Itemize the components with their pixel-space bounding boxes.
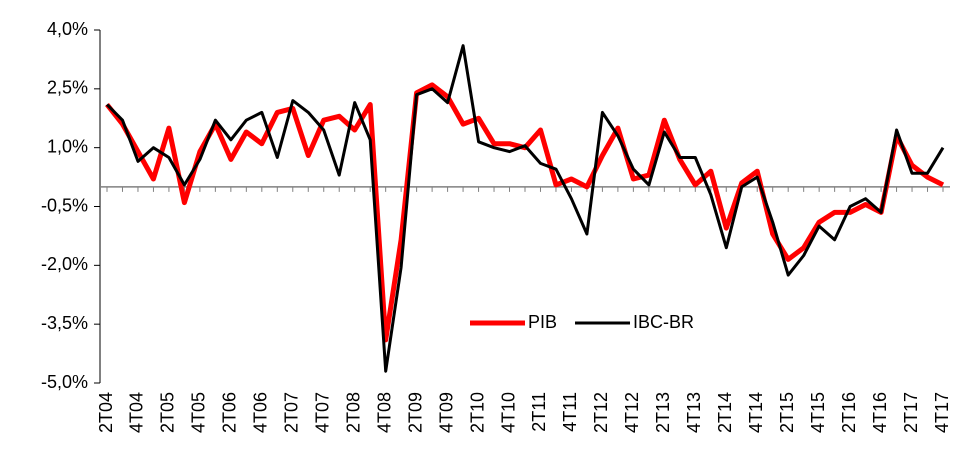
y-tick-label: -5,0% (41, 372, 88, 392)
series-line (105, 82, 945, 343)
x-tick-label: 4T10 (498, 392, 518, 433)
y-tick-label: 2,5% (47, 78, 88, 98)
x-tick-label: 4T15 (808, 392, 828, 433)
x-tick-label: 4T07 (312, 392, 332, 433)
legend-label: IBC-BR (633, 312, 694, 332)
x-tick-label: 2T05 (158, 392, 178, 433)
x-tick-label: 4T13 (684, 392, 704, 433)
x-tick-label: 2T17 (901, 392, 921, 433)
x-tick-label: 4T06 (251, 392, 271, 433)
y-tick-label: -2,0% (41, 254, 88, 274)
x-tick-label: 4T09 (436, 392, 456, 433)
legend-label: PIB (528, 312, 557, 332)
x-tick-label: 4T05 (189, 392, 209, 433)
x-tick-label: 4T11 (560, 392, 580, 432)
x-tick-label: 2T12 (591, 392, 611, 433)
x-tick-label: 2T09 (405, 392, 425, 433)
y-tick-label: -3,5% (41, 313, 88, 333)
x-tick-label: 4T16 (870, 392, 890, 433)
y-tick-label: 4,0% (47, 19, 88, 39)
y-tick-label: 1,0% (47, 136, 88, 156)
x-tick-label: 2T10 (467, 392, 487, 433)
x-tick-label: 4T14 (746, 392, 766, 433)
x-tick-label: 2T11 (529, 392, 549, 432)
y-tick-label: -0,5% (41, 195, 88, 215)
x-tick-label: 4T04 (127, 392, 147, 433)
x-tick-label: 2T06 (220, 392, 240, 433)
x-tick-label: 2T04 (96, 392, 116, 433)
x-tick-label: 2T14 (715, 392, 735, 433)
x-tick-label: 4T17 (932, 392, 952, 433)
x-tick-label: 4T08 (374, 392, 394, 433)
series-line (105, 44, 945, 373)
x-tick-label: 4T12 (622, 392, 642, 433)
x-tick-label: 2T16 (839, 392, 859, 433)
x-tick-label: 2T08 (343, 392, 363, 433)
x-tick-label: 2T15 (777, 392, 797, 433)
x-tick-label: 2T07 (282, 392, 302, 433)
x-tick-label: 2T13 (653, 392, 673, 433)
